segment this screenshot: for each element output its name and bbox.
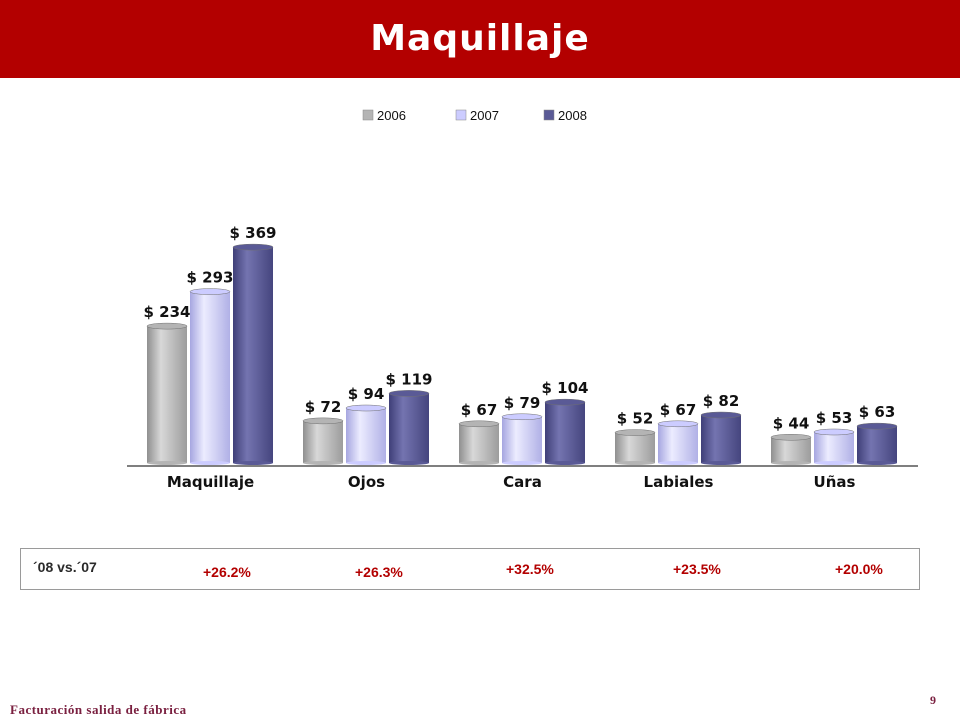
bar-base-unas-2006 [771,461,811,465]
x-tick-label-maquillaje: Maquillaje [167,473,254,491]
x-tick-label-cara: Cara [503,473,542,491]
bar-cap-cara-2008 [544,398,586,406]
bar-base-cara-2007 [502,461,542,465]
legend-label-2006: 2006 [377,108,406,123]
bar-base-ojos-2006 [303,461,343,465]
bar-cap-labiales-2008 [700,411,742,419]
bar-cap-unas-2006 [770,434,812,441]
growth-comparison-box: ´08 vs.´07 +26.2% +26.3% +32.5% +23.5% +… [20,548,920,590]
bar-base-ojos-2008 [389,461,429,465]
bar-cap-labiales-2006 [614,429,656,436]
data-label-labiales-2006: $ 52 [617,410,654,428]
bar-cap-labiales-2007 [657,420,699,428]
bar-base-cara-2006 [459,461,499,465]
data-label-unas-2008: $ 63 [859,403,896,421]
bar-base-unas-2007 [814,461,854,465]
bar-chart: $ 234 $ 293 $ 369 Maquillaje $ 72 $ 94$ 119 Oj… [127,108,918,491]
bar-unas-2006 [771,437,811,463]
bar-cap-ojos-2008 [388,390,430,397]
bar-unas-2008 [857,426,897,463]
bar-cara-2007 [502,416,542,463]
data-label-maquillaje-2006: $ 234 [144,303,191,321]
bar-cap-cara-2007 [501,413,543,421]
title-bar: Maquillaje [0,0,960,78]
legend-label-2008: 2008 [558,108,587,123]
data-label-cara-2007: $ 79 [504,394,541,412]
page-number: 9 [930,693,936,707]
bar-base-labiales-2006 [615,461,655,465]
data-label-ojos-2008: $ 119 [386,370,433,388]
growth-value-ojos: +26.3% [355,564,403,580]
data-label-cara-2008: $ 104 [542,379,589,397]
bar-ojos-2007 [346,408,386,463]
bar-ojos-2006 [303,420,343,463]
data-label-maquillaje-2008: $ 369 [230,224,277,242]
bar-maquillaje-2007 [190,291,230,463]
growth-value-maquillaje: +26.2% [203,564,251,580]
data-label-labiales-2008: $ 82 [703,392,740,410]
bar-labiales-2007 [658,423,698,463]
data-label-ojos-2007: $ 94 [348,385,385,403]
data-label-unas-2006: $ 44 [773,414,810,432]
bar-cap-unas-2008 [856,422,898,430]
bar-cara-2008 [545,402,585,463]
bar-base-maquillaje-2006 [147,461,187,465]
data-label-labiales-2007: $ 67 [660,401,697,419]
growth-value-cara: +32.5% [506,561,554,577]
bar-cap-maquillaje-2008 [232,243,274,251]
bar-cap-unas-2007 [813,428,855,436]
bar-cara-2006 [459,423,499,463]
bar-ojos-2008 [389,393,429,463]
bar-base-labiales-2008 [701,461,741,465]
bar-cap-ojos-2006 [302,417,344,425]
x-tick-label-labiales: Labiales [644,473,714,491]
bar-unas-2007 [814,431,854,463]
data-label-cara-2006: $ 67 [461,401,498,419]
bar-maquillaje-2008 [233,247,273,463]
bar-labiales-2006 [615,432,655,463]
bar-base-maquillaje-2008 [233,461,273,465]
growth-label: ´08 vs.´07 [33,559,97,575]
bar-base-cara-2008 [545,461,585,465]
bar-cap-maquillaje-2006 [146,322,188,330]
bar-base-ojos-2007 [346,461,386,465]
growth-value-unas: +20.0% [835,561,883,577]
bar-cap-cara-2006 [458,420,500,428]
bar-labiales-2008 [701,415,741,463]
legend-label-2007: 2007 [470,108,499,123]
bar-maquillaje-2006 [147,326,187,463]
bar-base-maquillaje-2007 [190,461,230,465]
legend-swatch-2006 [362,109,374,121]
growth-value-labiales: +23.5% [673,561,721,577]
x-tick-label-ojos: Ojos [348,473,385,491]
legend-swatch-2008 [543,109,555,121]
footer-note: Facturación salida de fábrica [10,702,187,717]
bar-base-unas-2008 [857,461,897,465]
bar-cap-maquillaje-2007 [189,288,231,295]
bar-cap-ojos-2007 [345,404,387,412]
data-label-maquillaje-2007: $ 293 [187,269,234,287]
legend-swatch-2007 [455,109,467,121]
data-label-unas-2007: $ 53 [816,409,853,427]
x-tick-label-unas: Uñas [814,473,856,491]
bar-base-labiales-2007 [658,461,698,465]
data-label-ojos-2006: $ 72 [305,398,342,416]
page-title: Maquillaje [370,18,590,59]
